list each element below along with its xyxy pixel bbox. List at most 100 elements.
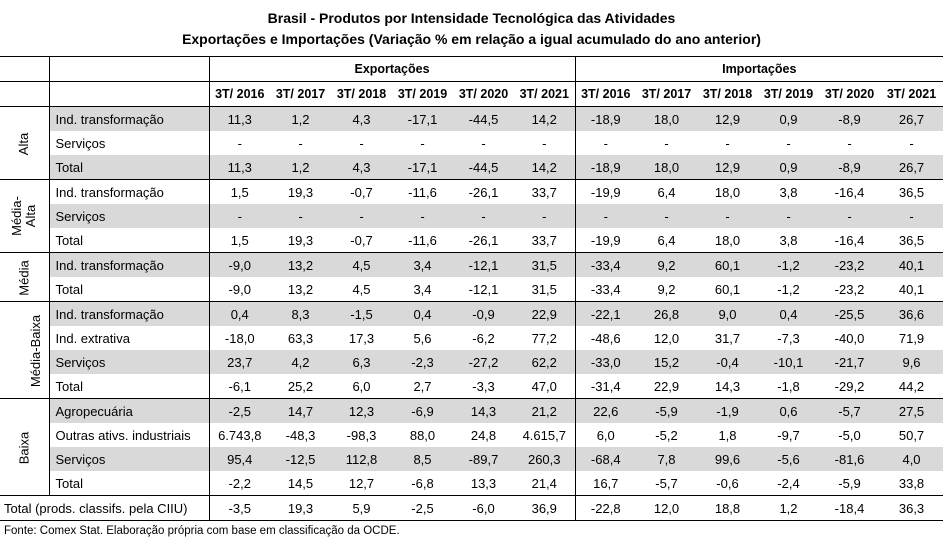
group-label: Média-Baixa <box>0 301 50 399</box>
exp-value-cell: -1,5 <box>331 301 392 326</box>
year-header-imp-1: 3T/ 2017 <box>636 81 697 107</box>
table-title: Brasil - Produtos por Intensidade Tecnol… <box>0 0 943 50</box>
imp-value-cell: - <box>574 204 636 228</box>
imp-value-cell: 6,0 <box>574 423 636 447</box>
row-label: Ind. transformação <box>49 252 210 277</box>
exp-value-cell: 4,2 <box>270 350 331 374</box>
imp-value-cell: -40,0 <box>834 330 865 346</box>
group-label: Média <box>0 252 50 302</box>
imp-value-cell: -0,4 <box>697 350 758 374</box>
exp-value-cell: -0,9 <box>453 301 514 326</box>
table-row: Outras ativs. industriais 6.743,8 -48,3 -98… <box>0 423 943 447</box>
exp-value-cell: 4,5 <box>352 281 371 297</box>
table-row: Média Ind. transformação -9,0 13,2 4,5 3,4 -12… <box>0 252 943 302</box>
table-row: Total -2,2 14,5 12,7 -6,8 13,3 21,4 16,7 -5,7 -0,… <box>0 471 943 496</box>
exp-value-cell: 47,0 <box>531 378 557 394</box>
imp-value-cell: -19,9 <box>574 228 636 253</box>
year-header-imp-5: 3T/ 2021 <box>880 81 943 107</box>
exp-value-cell: 19,3 <box>270 179 331 204</box>
imp-value-cell: -8,9 <box>819 106 880 131</box>
grand-total-label: Total (prods. classifs. pela CIIU) <box>0 495 210 521</box>
exp-value-cell: 13,3 <box>470 475 497 491</box>
row-label: Total <box>49 471 210 496</box>
year-header-exp-0: 3T/ 2016 <box>209 81 270 107</box>
imp-value-cell: -5,0 <box>838 427 861 443</box>
exp-value-cell: 12,7 <box>348 475 375 491</box>
group-label: Média- Alta <box>0 179 50 253</box>
row-label: Total <box>49 277 210 302</box>
exp-value-cell: 260,3 <box>514 447 575 471</box>
imp-value-cell: 33,8 <box>898 475 925 491</box>
exp-value-cell: -44,5 <box>453 155 514 180</box>
row-label: Agropecuária <box>49 398 210 423</box>
imp-value-cell: -48,6 <box>574 326 636 350</box>
imp-value-cell: 12,0 <box>653 330 680 346</box>
grand-total-imp-cell: -18,4 <box>819 495 880 521</box>
exp-value-cell: 6.743,8 <box>218 427 262 443</box>
exp-value-cell: 11,3 <box>209 155 270 180</box>
exp-value-cell: -2,2 <box>228 475 251 491</box>
row-label: Serviços <box>49 447 210 471</box>
imp-value-cell: 3,8 <box>758 179 819 204</box>
imp-value-cell: -68,4 <box>574 447 636 471</box>
exp-value-cell: 13,2 <box>270 252 331 277</box>
imp-value-cell: 71,9 <box>898 330 925 346</box>
exp-value-cell: -6,2 <box>472 330 495 346</box>
imp-value-cell: 4,0 <box>880 447 943 471</box>
imp-value-cell: 26,8 <box>636 301 697 326</box>
imp-value-cell: 16,7 <box>574 471 636 496</box>
imp-value-cell: 44,2 <box>898 378 925 394</box>
imp-value-cell: -25,5 <box>819 301 880 326</box>
exp-value-cell: -6,9 <box>392 398 453 423</box>
exp-value-cell: 17,3 <box>348 330 375 346</box>
imp-value-cell: 22,6 <box>574 398 636 423</box>
year-header-imp-2: 3T/ 2018 <box>697 81 758 107</box>
imp-value-cell: -5,2 <box>655 427 678 443</box>
imp-value-cell: 6,4 <box>657 232 676 248</box>
exp-value-cell: 25,2 <box>287 378 314 394</box>
imp-value-cell: 0,6 <box>758 398 819 423</box>
exp-value-cell: 3,4 <box>413 281 432 297</box>
trade-table: Exportações Importações 3T/ 2016 3T/ 2017… <box>0 56 943 521</box>
imp-value-cell: 22,9 <box>653 378 680 394</box>
imp-value-cell: -18,9 <box>574 106 636 131</box>
exp-value-cell: -0,7 <box>350 232 373 248</box>
group-label-text: Média <box>16 259 32 296</box>
imp-value-cell: -23,2 <box>819 252 880 277</box>
year-header-imp-4: 3T/ 2020 <box>819 81 880 107</box>
imp-value-cell: 0,9 <box>758 106 819 131</box>
imp-value-cell: 14,3 <box>714 378 741 394</box>
exp-value-cell: -11,6 <box>408 232 437 248</box>
header-row-years: 3T/ 2016 3T/ 2017 3T/ 2018 3T/ 2019 3T/ 2020… <box>0 81 943 107</box>
imp-value-cell: -2,4 <box>777 475 800 491</box>
imp-value-cell: 40,1 <box>898 281 925 297</box>
year-header-exp-3: 3T/ 2019 <box>392 81 453 107</box>
exp-value-cell: -3,3 <box>472 378 495 394</box>
imp-value-cell: 9,2 <box>657 281 676 297</box>
exp-value-cell: -48,3 <box>285 427 316 443</box>
exp-value-cell: 95,4 <box>209 447 270 471</box>
exp-value-cell: -6,1 <box>228 378 251 394</box>
exp-value-cell: -2,5 <box>209 398 270 423</box>
row-label: Serviços <box>49 350 210 374</box>
imp-value-cell: -5,7 <box>655 475 678 491</box>
imp-value-cell: -33,4 <box>574 252 636 277</box>
group-label-text: Alta <box>16 132 32 155</box>
imp-value-cell: -5,6 <box>758 447 819 471</box>
grand-total-imp-cell: 18,8 <box>697 495 758 521</box>
imp-value-cell: 36,6 <box>880 301 943 326</box>
imp-value-cell: 0,4 <box>758 301 819 326</box>
imp-value-cell: -5,9 <box>838 475 861 491</box>
row-label: Total <box>49 374 210 399</box>
imp-value-cell: -21,7 <box>819 350 880 374</box>
exp-value-cell: 4,3 <box>331 106 392 131</box>
table-body: Alta Ind. transformação 11,3 1,2 4,3 -17,1 -44… <box>0 106 943 521</box>
exp-value-cell: -89,7 <box>453 447 514 471</box>
imp-value-cell: -29,2 <box>834 378 865 394</box>
imp-value-cell: -16,4 <box>834 232 865 248</box>
imp-value-cell: 3,8 <box>779 232 798 248</box>
imp-value-cell: -16,4 <box>819 179 880 204</box>
imp-value-cell: 18,0 <box>714 232 741 248</box>
exp-value-cell: 23,7 <box>209 350 270 374</box>
exp-value-cell: - <box>237 135 242 151</box>
